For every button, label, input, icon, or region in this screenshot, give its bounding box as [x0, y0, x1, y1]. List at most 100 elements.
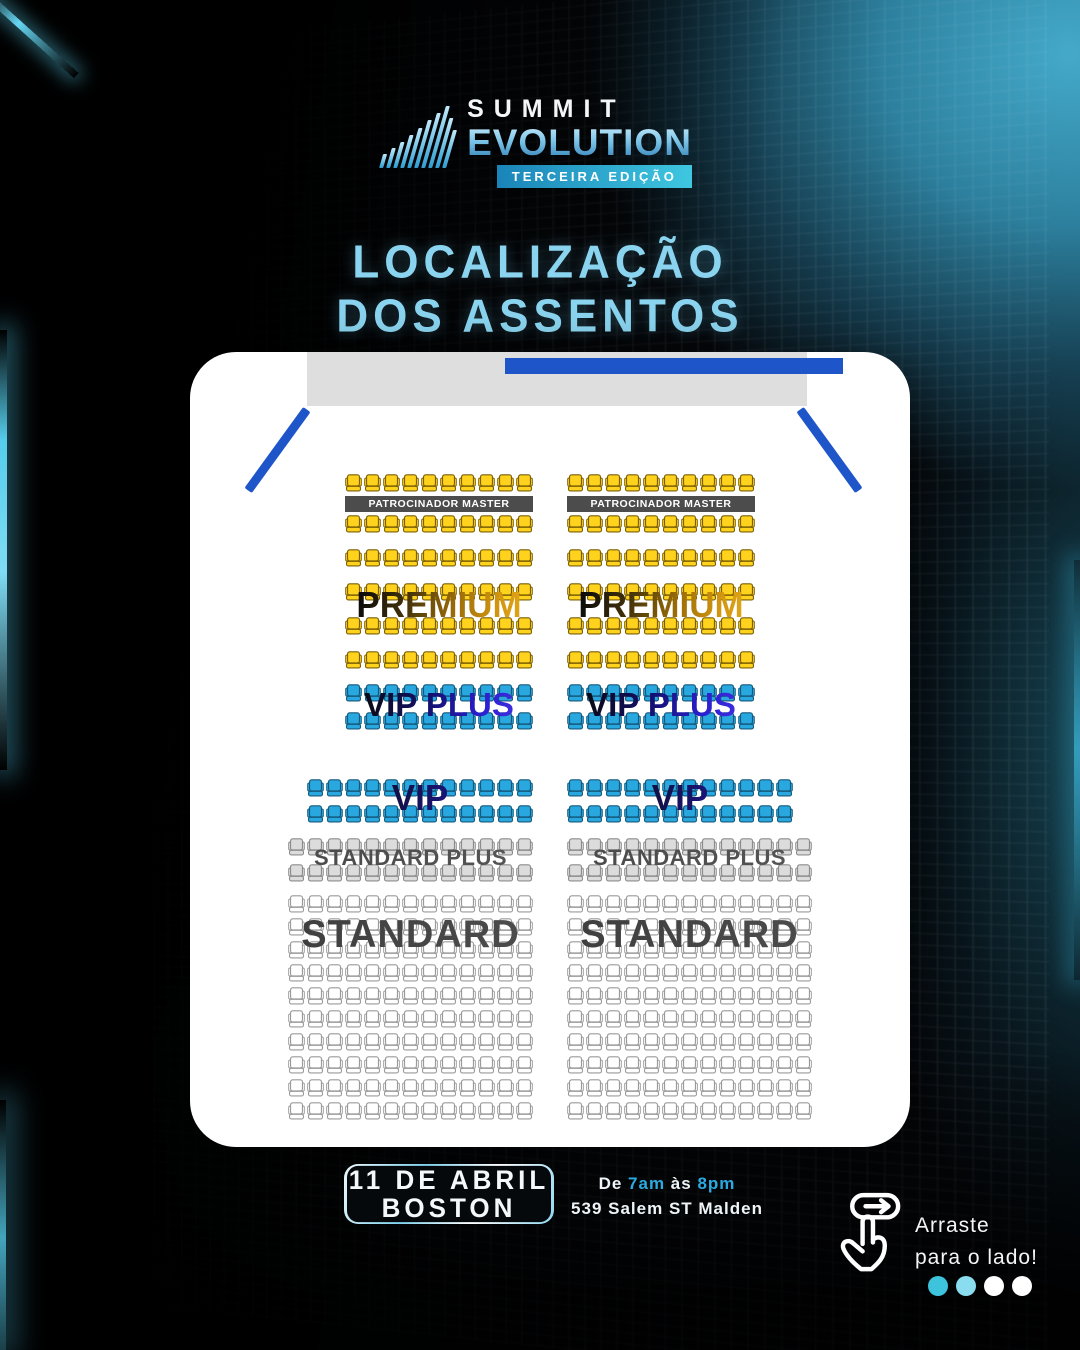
seat-icon — [719, 918, 736, 936]
carousel-dot[interactable] — [1012, 1276, 1032, 1296]
seat-icon — [440, 684, 457, 702]
seat-icon — [459, 895, 476, 913]
seat-icon — [719, 474, 736, 492]
seat-icon — [478, 864, 495, 882]
seat-icon — [364, 864, 381, 882]
seat-icon — [757, 987, 774, 1005]
seat-icon — [586, 964, 603, 982]
section-label-standard: STANDARD — [567, 914, 812, 958]
seat-icon — [700, 1056, 717, 1074]
seat-row — [567, 964, 812, 983]
seat-icon — [478, 474, 495, 492]
section-label-premium: PREMIUM — [345, 586, 533, 627]
seat-icon — [605, 779, 622, 797]
seat-row — [567, 1056, 812, 1075]
seat-icon — [719, 1010, 736, 1028]
seat-icon — [421, 964, 438, 982]
seat-icon — [738, 549, 755, 567]
carousel-dot[interactable] — [928, 1276, 948, 1296]
seat-icon — [776, 918, 793, 936]
seat-rows-right: PATROCINADOR MASTER — [567, 474, 812, 1121]
seat-icon — [700, 1102, 717, 1120]
seat-icon — [288, 964, 305, 982]
seat-icon — [421, 712, 438, 730]
seat-icon — [795, 1056, 812, 1074]
swipe-line-2: para o lado! — [915, 1245, 1038, 1269]
seat-icon — [364, 583, 381, 601]
seat-icon — [624, 1102, 641, 1120]
seat-icon — [681, 864, 698, 882]
seat-icon — [383, 1079, 400, 1097]
seat-icon — [738, 474, 755, 492]
swipe-hand-icon — [840, 1192, 901, 1272]
seat-icon — [738, 838, 755, 856]
seat-icon — [478, 651, 495, 669]
seat-icon — [345, 964, 362, 982]
seat-icon — [497, 1010, 514, 1028]
seat-icon — [307, 1010, 324, 1028]
seat-icon — [719, 1033, 736, 1051]
seat-icon — [516, 805, 533, 823]
seat-icon — [307, 918, 324, 936]
seat-icon — [681, 1056, 698, 1074]
stage-area — [307, 352, 843, 406]
seat-icon — [497, 805, 514, 823]
seat-icon — [700, 987, 717, 1005]
seat-icon — [421, 1056, 438, 1074]
seat-icon — [776, 779, 793, 797]
seat-icon — [459, 617, 476, 635]
seat-icon — [307, 1033, 324, 1051]
seat-icon — [288, 1102, 305, 1120]
seat-icon — [643, 617, 660, 635]
seat-icon — [757, 864, 774, 882]
seat-icon — [567, 805, 584, 823]
seat-icon — [643, 918, 660, 936]
seat-icon — [364, 941, 381, 959]
seat-icon — [383, 987, 400, 1005]
seat-icon — [383, 864, 400, 882]
seat-row — [288, 838, 533, 857]
seat-icon — [700, 474, 717, 492]
carousel-dot[interactable] — [956, 1276, 976, 1296]
seat-icon — [326, 805, 343, 823]
seat-icon — [459, 1010, 476, 1028]
seat-icon — [605, 805, 622, 823]
seat-icon — [383, 684, 400, 702]
seat-icon — [605, 838, 622, 856]
seat-icon — [738, 964, 755, 982]
seat-icon — [624, 474, 641, 492]
left-edge-glow — [0, 330, 7, 770]
time-end: 8pm — [697, 1174, 736, 1193]
carousel-dot[interactable] — [984, 1276, 1004, 1296]
seat-icon — [383, 964, 400, 982]
seat-icon — [719, 1056, 736, 1074]
seat-icon — [624, 617, 641, 635]
seat-icon — [719, 515, 736, 533]
seat-icon — [681, 805, 698, 823]
seat-row — [567, 712, 755, 731]
seat-icon — [719, 864, 736, 882]
seat-icon — [776, 1079, 793, 1097]
carousel-dots[interactable] — [928, 1276, 1032, 1296]
seat-icon — [459, 1033, 476, 1051]
seat-icon — [719, 1079, 736, 1097]
seat-row — [345, 651, 533, 670]
seat-icon — [567, 918, 584, 936]
event-info: De 7am às 8pm 539 Salem ST Malden — [552, 1172, 782, 1221]
seat-icon — [459, 549, 476, 567]
seat-icon — [402, 1033, 419, 1051]
seat-icon — [516, 864, 533, 882]
seat-icon — [497, 617, 514, 635]
seat-row — [345, 515, 533, 534]
seat-icon — [662, 864, 679, 882]
seat-row — [567, 918, 812, 937]
seat-icon — [516, 895, 533, 913]
seat-icon — [643, 474, 660, 492]
seat-icon — [643, 712, 660, 730]
seat-icon — [345, 1033, 362, 1051]
seat-icon — [402, 651, 419, 669]
seat-icon — [624, 918, 641, 936]
seat-icon — [662, 895, 679, 913]
seat-icon — [586, 838, 603, 856]
seat-icon — [586, 941, 603, 959]
